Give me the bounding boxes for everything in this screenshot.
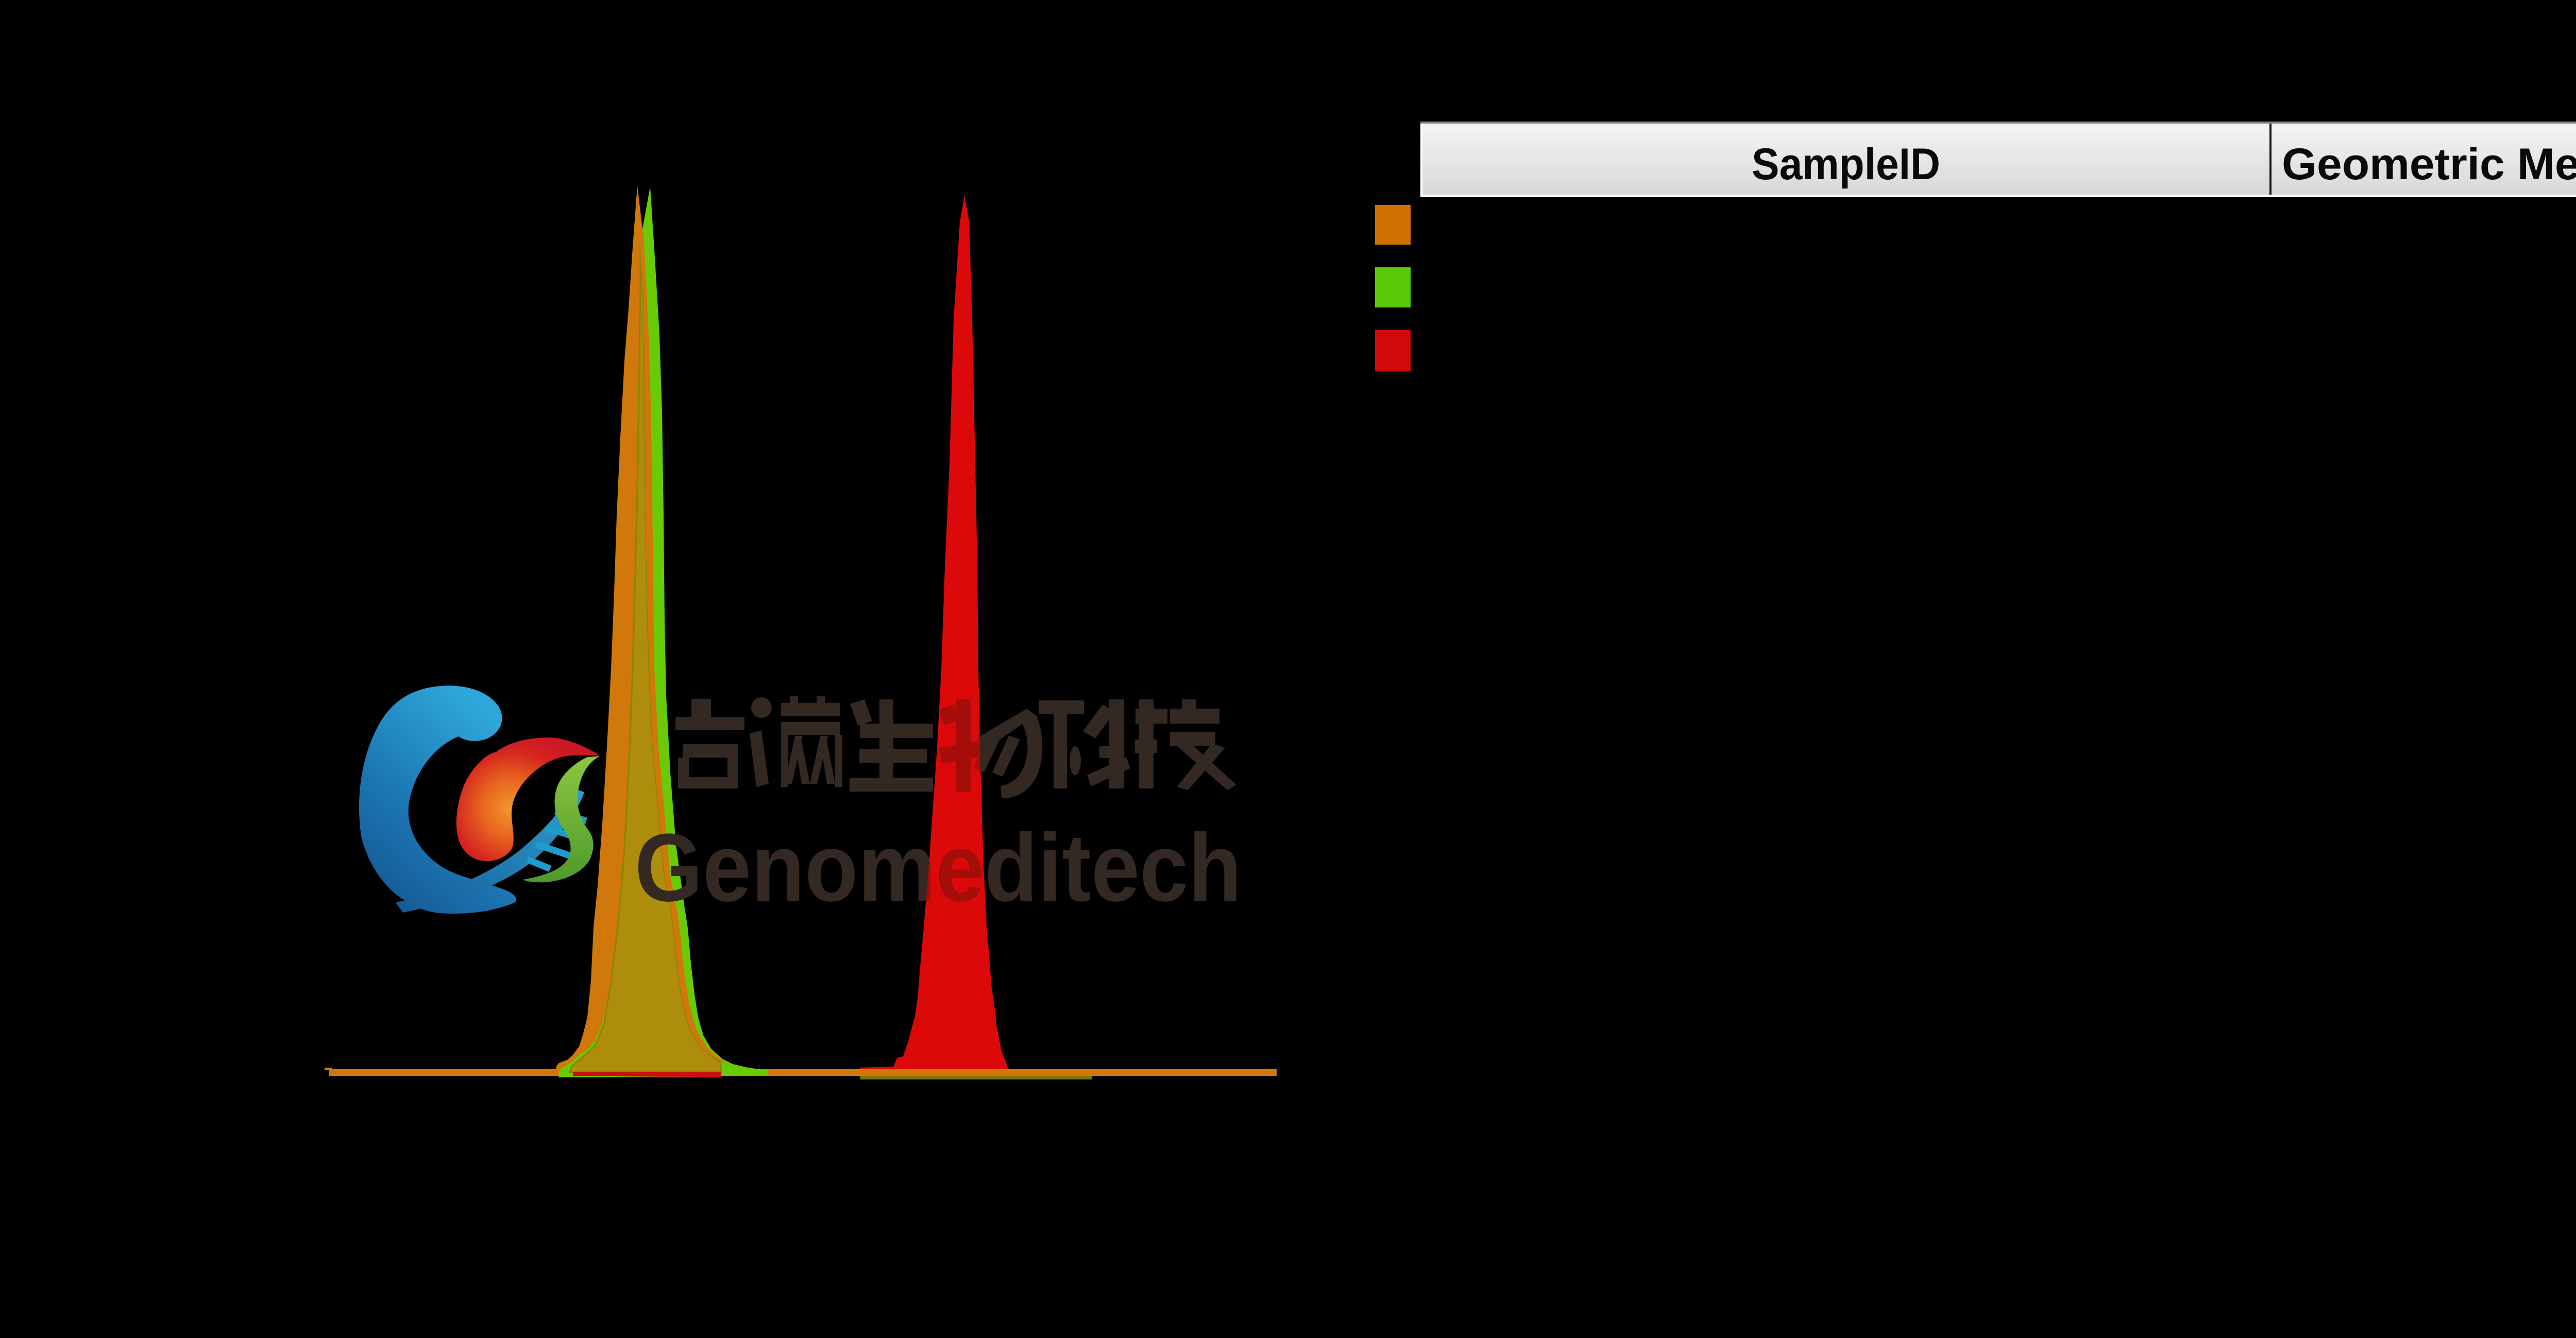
svg-text:Geometric Mean : FL11-H: Geometric Mean : FL11-H xyxy=(2282,140,2576,189)
svg-text:SampleID: SampleID xyxy=(1752,140,1940,189)
